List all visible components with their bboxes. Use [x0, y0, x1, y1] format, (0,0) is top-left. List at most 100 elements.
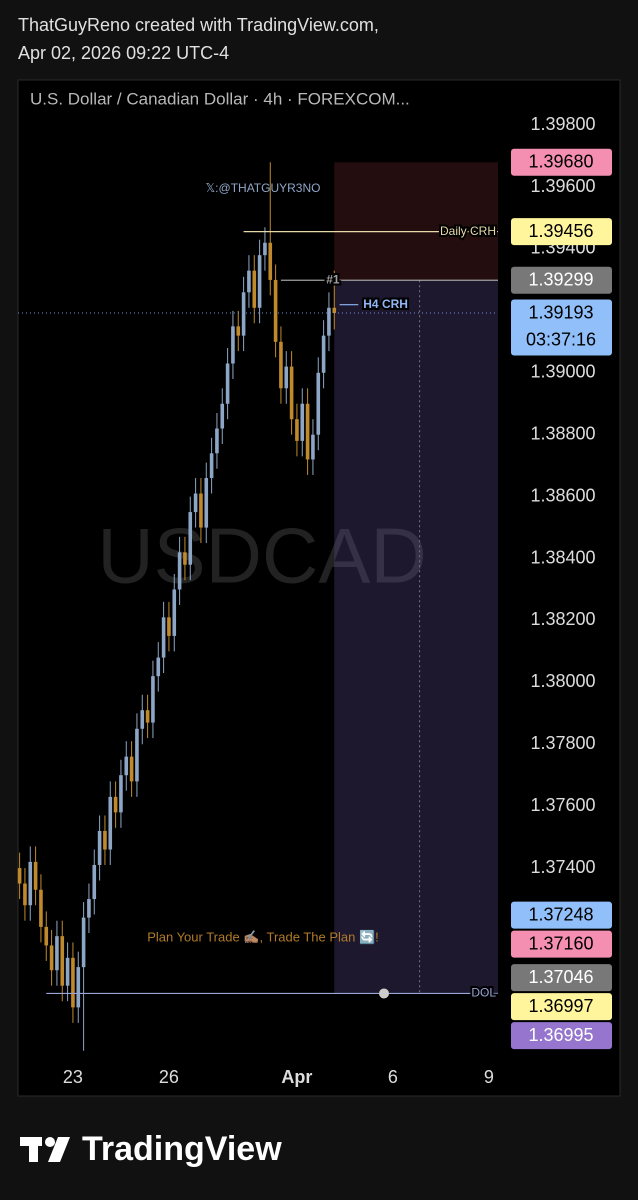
candle-body: [172, 589, 177, 636]
line-label: DOL: [471, 986, 496, 1000]
candle-body: [289, 366, 294, 420]
price-marker: [511, 901, 612, 929]
candle-body: [199, 493, 203, 528]
candle-body: [44, 926, 49, 946]
candle-body: [39, 889, 43, 927]
candle-body: [124, 756, 129, 776]
price-marker: [511, 964, 612, 992]
candle-body: [55, 936, 59, 971]
line-label: #1: [326, 272, 340, 286]
candle-body: [17, 868, 22, 884]
y-tick-label: 1.38000: [530, 671, 595, 691]
x-tick-label: 23: [63, 1067, 83, 1087]
candle-body: [241, 292, 246, 336]
candle-body: [316, 372, 321, 435]
candle-body: [263, 242, 267, 256]
candle-body: [140, 710, 145, 729]
candle-body: [332, 307, 337, 314]
candle-body: [129, 756, 134, 782]
candle-body: [321, 335, 326, 373]
header-line: ThatGuyReno created with TradingView.com…: [18, 15, 379, 35]
annotation: 𝕏:@THATGUYR3NO: [206, 181, 321, 195]
candle-body: [167, 617, 171, 636]
y-tick-label: 1.38800: [530, 423, 595, 443]
annotation: Plan Your Trade ✍🏽, Trade The Plan 🔄!: [147, 929, 379, 944]
candle-body: [252, 270, 257, 308]
candle-body: [87, 899, 91, 918]
candle-body: [177, 552, 182, 590]
price-marker: [511, 218, 612, 246]
candle-body: [231, 326, 235, 364]
candle-body: [28, 861, 33, 906]
price-marker: [511, 930, 612, 958]
candle-body: [257, 255, 262, 308]
candle-body: [60, 936, 65, 986]
chart-title: U.S. Dollar / Canadian Dollar · 4h · FOR…: [30, 89, 410, 108]
candle-body: [311, 434, 315, 460]
price-marker: [511, 148, 612, 176]
price-marker-countdown: 03:37:16: [526, 329, 596, 349]
y-tick-label: 1.38600: [530, 485, 595, 505]
y-tick-label: 1.37800: [530, 733, 595, 753]
header-line: Apr 02, 2026 09:22 UTC-4: [18, 43, 229, 63]
y-tick-label: 1.39000: [530, 362, 595, 382]
candle-body: [97, 830, 102, 865]
candle-body: [215, 428, 219, 454]
candle-body: [71, 957, 75, 1008]
y-tick-label: 1.37400: [530, 857, 595, 877]
candle-body: [305, 403, 310, 460]
target-zone: [334, 280, 498, 994]
price-marker: [511, 1022, 612, 1050]
y-tick-label: 1.39600: [530, 176, 595, 196]
y-tick-label: 1.38200: [530, 609, 595, 629]
candle-body: [151, 676, 155, 723]
price-marker: [511, 993, 612, 1021]
logo-shape: [45, 1137, 55, 1147]
candle-body: [295, 419, 299, 441]
candle-body: [135, 728, 139, 782]
candle-body: [204, 478, 209, 528]
logo-text: TradingView: [82, 1130, 282, 1168]
price-marker-label: 1.37160: [528, 933, 593, 953]
candle-body: [183, 552, 187, 565]
x-tick-label: 9: [484, 1067, 494, 1087]
logo-shape: [29, 1137, 38, 1162]
x-tick-label: 6: [388, 1067, 398, 1087]
candle-body: [236, 326, 241, 336]
candle-body: [119, 775, 123, 813]
watermark: USDCAD: [97, 512, 426, 600]
candle-body: [113, 796, 118, 813]
price-marker-label: 1.36997: [528, 996, 593, 1016]
candle-body: [327, 307, 331, 336]
candle-body: [193, 493, 198, 513]
tradingview-logo: TradingView: [20, 1130, 282, 1168]
candle-body: [209, 453, 214, 479]
candle-body: [268, 242, 273, 280]
stop-zone: [334, 162, 498, 281]
candle-body: [225, 363, 230, 404]
candle-body: [33, 861, 38, 890]
price-marker-label: 1.39299: [528, 269, 593, 289]
candle-body: [23, 883, 27, 906]
price-marker-label: 1.37248: [528, 904, 593, 924]
candle-body: [161, 617, 166, 658]
candle-body: [156, 657, 161, 677]
candle-body: [92, 864, 97, 900]
logo-shape: [48, 1137, 70, 1162]
candle-body: [279, 341, 283, 389]
candle-body: [145, 710, 150, 723]
y-tick-label: 1.39800: [530, 114, 595, 134]
y-tick-label: 1.37600: [530, 795, 595, 815]
candle-body: [49, 945, 54, 971]
y-tick-label: 1.38400: [530, 547, 595, 567]
candle-body: [284, 366, 289, 389]
candle-body: [81, 917, 86, 968]
line-label: H4 CRH: [363, 297, 408, 311]
candle-body: [273, 279, 278, 342]
x-tick-label: 26: [159, 1067, 179, 1087]
line-label: Daily CRH: [440, 224, 496, 238]
candle-body: [65, 957, 70, 986]
price-marker-label: 1.39456: [528, 221, 593, 241]
